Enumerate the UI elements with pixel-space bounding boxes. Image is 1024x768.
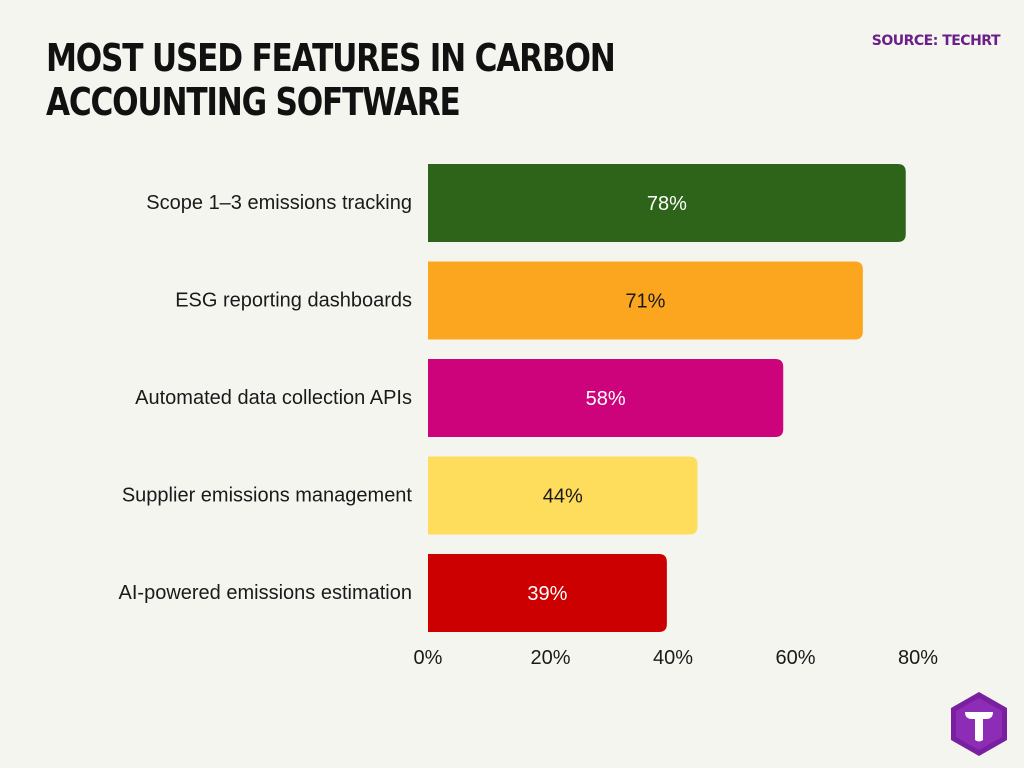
source-label: SOURCE: TECHRT [871,33,1001,49]
category-label-1: Scope 1–3 emissions tracking [146,192,412,214]
category-label-5: AI-powered emissions estimation [119,582,412,604]
bar-5 [428,554,667,632]
bar-value-label-2: 71% [625,291,665,313]
x-tick-label-3: 40% [653,647,693,669]
x-tick-label-1: 0% [414,647,443,669]
page-title: MOST USED FEATURES IN CARBON ACCOUNTING … [46,36,616,124]
x-tick-label-2: 20% [530,647,570,669]
category-label-2: ESG reporting dashboards [175,290,412,312]
x-tick-label-5: 80% [898,647,938,669]
bar-value-label-1: 78% [647,193,687,215]
bar-2 [428,261,863,340]
x-tick-label-4: 60% [775,647,815,669]
bar-value-label-3: 58% [586,388,626,410]
category-label-3: Automated data collection APIs [135,387,412,409]
bar-1 [428,164,906,242]
bar-value-label-5: 39% [527,583,567,605]
bar-value-label-4: 44% [543,486,583,508]
bar-4 [428,456,698,535]
bar-3 [428,359,784,437]
techrt-logo-icon [951,692,1007,756]
category-label-4: Supplier emissions management [122,485,413,507]
